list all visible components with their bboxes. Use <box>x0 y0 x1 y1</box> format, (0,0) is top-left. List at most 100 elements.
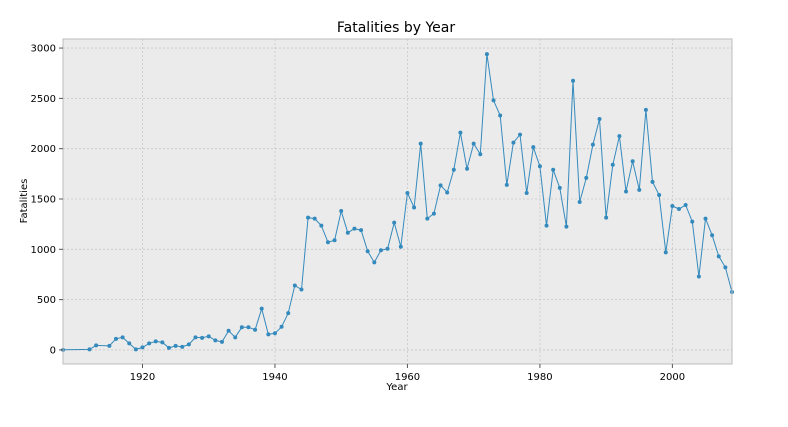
data-point <box>458 130 463 135</box>
y-axis-label: Fatalities <box>19 179 30 224</box>
data-point <box>484 52 489 57</box>
data-point <box>710 233 715 238</box>
data-point <box>299 287 304 292</box>
data-point <box>610 162 615 167</box>
data-point <box>140 345 145 350</box>
chart-title: Fatalities by Year <box>337 20 455 36</box>
data-point <box>670 204 675 209</box>
data-point <box>557 185 562 190</box>
x-tick-label: 1920 <box>130 372 155 383</box>
data-point <box>531 145 536 150</box>
data-point <box>352 226 357 231</box>
data-point <box>312 216 317 221</box>
data-point <box>332 238 337 243</box>
data-point <box>193 335 198 340</box>
data-point <box>378 248 383 253</box>
x-tick-label: 1940 <box>262 372 287 383</box>
data-point <box>286 311 291 316</box>
data-point <box>213 338 218 343</box>
data-point <box>180 344 185 349</box>
data-point <box>690 219 695 224</box>
data-point <box>412 205 417 210</box>
x-axis-label: Year <box>385 382 408 393</box>
data-point <box>87 347 92 352</box>
data-point <box>425 216 430 221</box>
data-point <box>186 342 191 347</box>
data-point <box>544 223 549 228</box>
data-point <box>173 343 178 348</box>
data-point <box>107 343 112 348</box>
data-point <box>259 306 264 311</box>
data-point <box>266 332 271 337</box>
data-point <box>491 98 496 103</box>
data-point <box>577 200 582 205</box>
data-point <box>571 78 576 83</box>
data-point <box>518 132 523 137</box>
data-point <box>677 207 682 212</box>
data-point <box>160 340 165 345</box>
data-point <box>166 345 171 350</box>
data-point <box>147 341 152 346</box>
data-point <box>504 182 509 187</box>
y-tick-label: 0 <box>50 345 56 356</box>
plot-frame <box>62 38 733 365</box>
data-point <box>133 347 138 352</box>
data-point <box>345 230 350 235</box>
data-point <box>624 189 629 194</box>
data-point <box>418 141 423 146</box>
data-point <box>637 187 642 192</box>
data-point <box>478 152 483 157</box>
data-point <box>120 335 125 340</box>
data-point <box>590 142 595 147</box>
data-point <box>219 339 224 344</box>
data-point <box>537 164 542 169</box>
y-tick-label: 1000 <box>31 245 56 256</box>
data-point <box>339 209 344 214</box>
data-point <box>359 228 364 233</box>
data-point <box>511 140 516 145</box>
data-point <box>94 343 99 348</box>
data-point <box>723 265 728 270</box>
data-point <box>153 339 158 344</box>
data-point <box>405 190 410 195</box>
data-point <box>226 328 231 333</box>
data-point <box>551 167 556 172</box>
x-tick-label: 1980 <box>527 372 552 383</box>
data-point <box>392 220 397 225</box>
data-point <box>233 335 238 340</box>
data-point <box>113 336 118 341</box>
data-point <box>272 331 277 336</box>
data-point <box>279 324 284 329</box>
data-point <box>663 250 668 255</box>
y-tick-label: 500 <box>37 295 56 306</box>
data-point <box>498 113 503 118</box>
data-point <box>524 190 529 195</box>
data-point <box>617 134 622 139</box>
data-point <box>200 335 205 340</box>
data-point <box>683 203 688 208</box>
data-point <box>372 260 377 265</box>
data-point <box>604 215 609 220</box>
data-point <box>438 183 443 188</box>
data-point <box>127 341 132 346</box>
data-point <box>564 224 569 229</box>
data-point <box>716 254 721 259</box>
data-point <box>319 223 324 228</box>
data-point <box>643 107 648 112</box>
plot-area <box>63 39 732 364</box>
data-point <box>650 179 655 184</box>
y-tick-label: 2000 <box>31 144 56 155</box>
data-point <box>239 325 244 330</box>
data-point <box>696 274 701 279</box>
x-tick-label: 1960 <box>395 372 420 383</box>
data-point <box>445 190 450 195</box>
data-point <box>246 325 251 330</box>
data-point <box>398 244 403 249</box>
y-tick-label: 3000 <box>31 44 56 55</box>
data-point <box>657 192 662 197</box>
data-point <box>253 327 258 332</box>
data-point <box>630 159 635 164</box>
data-point <box>465 166 470 171</box>
